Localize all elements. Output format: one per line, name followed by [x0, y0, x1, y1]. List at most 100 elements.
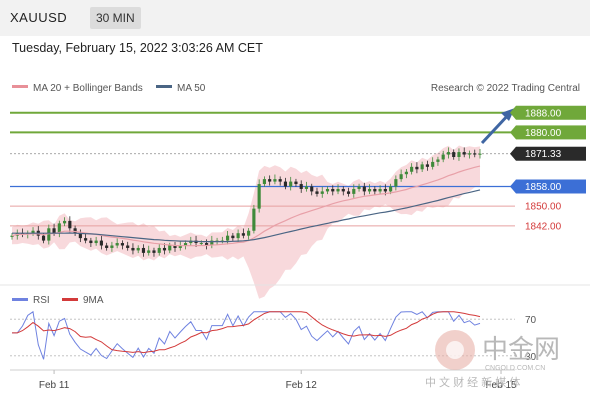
- candle-body: [325, 188, 330, 192]
- candle-body: [362, 186, 366, 192]
- candle-body: [315, 191, 319, 194]
- level-label-1: 1880.00: [525, 128, 562, 139]
- candle-body: [31, 230, 35, 234]
- candle-body: [136, 247, 140, 251]
- timeframe-button[interactable]: 30 MIN: [90, 7, 141, 29]
- candle-body: [110, 245, 114, 248]
- candle-body: [273, 179, 277, 182]
- level-label-0: 1888.00: [525, 108, 562, 119]
- candle-body: [446, 152, 451, 155]
- level-tag-arrow-1: [510, 125, 516, 140]
- rsi-line: [12, 310, 481, 360]
- candle-body: [283, 181, 288, 187]
- rsi-legend-label: RSI: [33, 295, 50, 306]
- candle-body: [452, 152, 456, 157]
- candle-body: [467, 153, 472, 155]
- watermark: 中金网 CNGOLD.COM.CN 中 文 财 经 新 媒 体: [425, 330, 560, 389]
- candle-body: [415, 166, 419, 170]
- level-label-2: 1871.33: [525, 149, 562, 160]
- candle-body: [289, 181, 293, 187]
- level-label-3: 1858.00: [525, 182, 562, 193]
- candle-body: [294, 181, 298, 185]
- candle-body: [183, 243, 188, 246]
- candle-body: [278, 179, 282, 182]
- candle-body: [346, 191, 351, 194]
- rsi-ma-line: [12, 311, 481, 354]
- ma50-line: [12, 189, 481, 243]
- candle-body: [78, 233, 82, 239]
- candle-body: [157, 247, 161, 253]
- candle-body: [52, 228, 56, 234]
- rsi-ma-legend-label: 9MA: [83, 295, 104, 306]
- candle-body: [320, 191, 324, 194]
- candle-body: [478, 153, 482, 155]
- credit-label: Research © 2022 Trading Central: [431, 83, 580, 94]
- candle-body: [352, 188, 356, 194]
- level-tag-arrow-0: [510, 105, 516, 120]
- candle-body: [299, 184, 303, 189]
- candle-body: [336, 188, 340, 192]
- candle-body: [394, 179, 398, 187]
- candle-body: [178, 245, 182, 248]
- rsi-ma-legend-swatch: [62, 298, 78, 301]
- watermark-tagline: 中 文 财 经 新 媒 体: [425, 375, 520, 389]
- level-label-4: 1850.00: [525, 202, 562, 213]
- x-tick-label-0: Feb 11: [39, 380, 70, 391]
- symbol-label: XAUUSD: [10, 10, 68, 25]
- candle-body: [331, 188, 335, 192]
- level-tag-arrow-2: [510, 146, 516, 161]
- candle-body: [210, 240, 214, 246]
- candle-body: [431, 161, 435, 167]
- candle-body: [152, 250, 156, 253]
- candle-body: [410, 166, 414, 172]
- ma20-legend-label: MA 20 + Bollinger Bands: [33, 83, 143, 94]
- candle-body: [73, 228, 77, 234]
- watermark-brand: 中金网: [482, 334, 560, 364]
- candle-body: [147, 250, 151, 253]
- candle-body: [57, 223, 61, 234]
- candle-body: [425, 164, 429, 167]
- candle-body: [378, 188, 382, 192]
- chart-datetime: Tuesday, February 15, 2022 3:03:26 AM CE…: [12, 41, 263, 55]
- candle-body: [268, 179, 272, 182]
- candle-body: [131, 247, 135, 251]
- candle-body: [115, 243, 119, 246]
- candle-body: [473, 153, 477, 155]
- rsi-legend-swatch: [12, 298, 28, 301]
- level-tag-2: [516, 146, 586, 161]
- candle-body: [204, 243, 209, 246]
- candle-body: [341, 188, 345, 192]
- candle-body: [257, 184, 261, 209]
- candle-body: [247, 230, 251, 236]
- candle-body: [84, 238, 88, 241]
- rsi-tick-1: 30: [525, 352, 537, 363]
- level-tag-3: [516, 179, 586, 194]
- candle-body: [120, 243, 125, 246]
- candle-body: [441, 154, 445, 160]
- candle-body: [94, 240, 98, 244]
- level-tag-1: [516, 125, 586, 140]
- candle-body: [10, 235, 14, 237]
- watermark-domain: CNGOLD.COM.CN: [485, 365, 545, 372]
- candle-body: [462, 152, 466, 155]
- candle-body: [252, 208, 256, 231]
- candle-body: [126, 245, 130, 248]
- candle-body: [173, 245, 177, 248]
- ma50-legend-swatch: [156, 85, 172, 88]
- candle-body: [457, 152, 461, 157]
- candle-body: [373, 188, 377, 192]
- candle-body: [99, 240, 103, 246]
- candle-body: [162, 247, 167, 251]
- candle-body: [241, 233, 245, 236]
- candle-body: [436, 159, 440, 162]
- candle-body: [105, 245, 109, 248]
- candle-body: [68, 220, 72, 229]
- bollinger-band: [12, 145, 480, 299]
- rsi-grid: 70 30: [10, 315, 537, 363]
- candle-body: [262, 179, 266, 185]
- candle-body: [304, 186, 309, 189]
- candle-body: [168, 245, 172, 251]
- candle-body: [367, 188, 372, 192]
